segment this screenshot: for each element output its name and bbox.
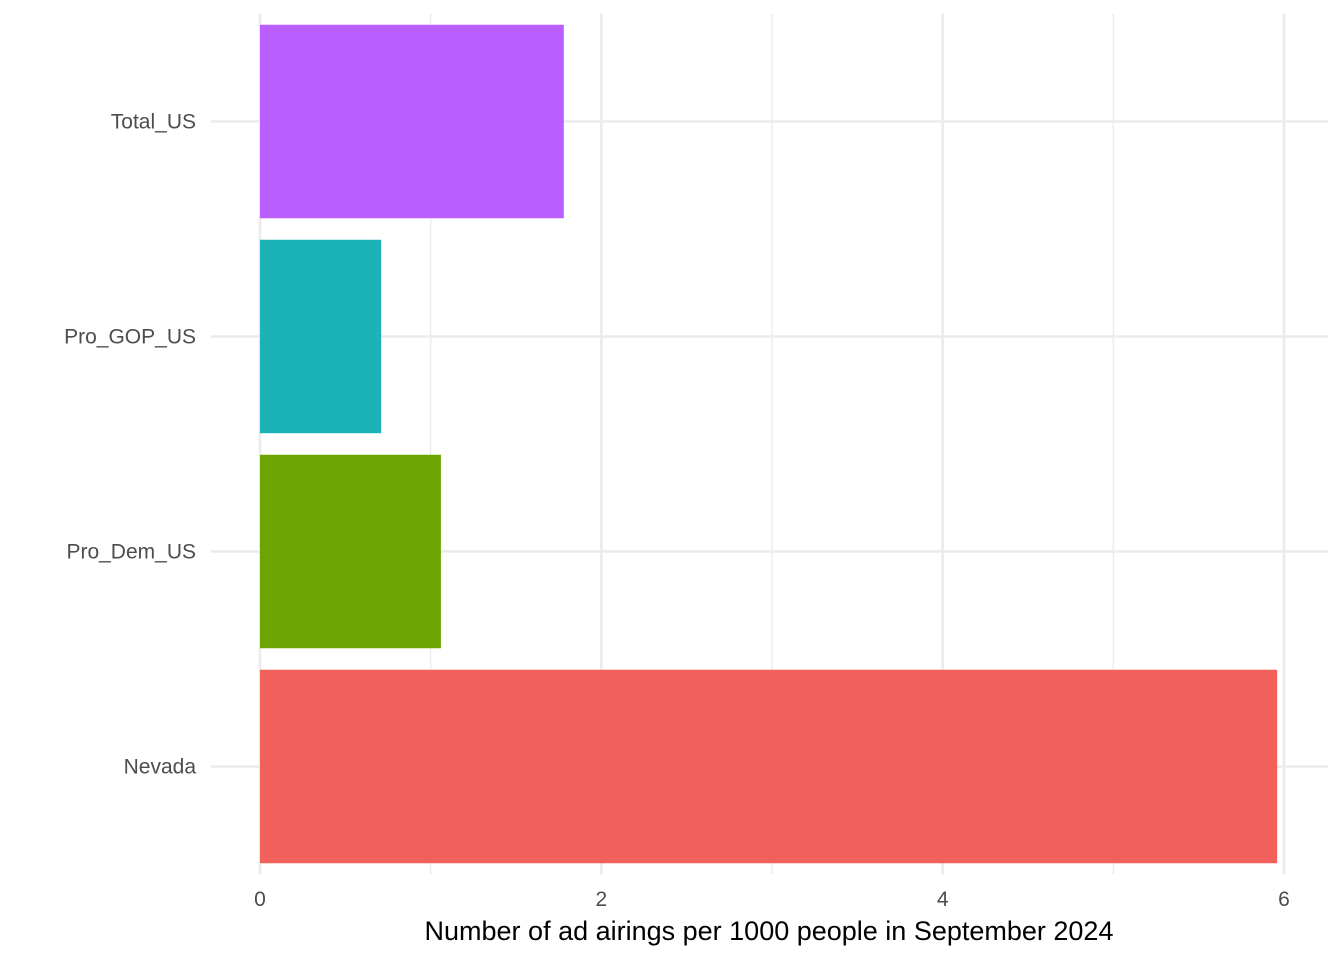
x-tick-label: 6 xyxy=(1278,888,1290,911)
bar-pro-dem-us xyxy=(260,454,441,649)
bars xyxy=(260,24,1278,864)
bar-nevada xyxy=(260,669,1278,864)
x-tick-label: 2 xyxy=(595,888,607,911)
bar-pro-gop-us xyxy=(260,239,382,434)
bar-total-us xyxy=(260,24,564,219)
y-axis-ticks: Total_US Pro_GOP_US Pro_Dem_US Nevada xyxy=(64,111,196,779)
y-tick-label: Pro_Dem_US xyxy=(66,541,196,564)
y-tick-label: Total_US xyxy=(111,111,196,134)
y-tick-label: Pro_GOP_US xyxy=(64,326,196,349)
x-axis-title: Number of ad airings per 1000 people in … xyxy=(425,916,1114,946)
x-tick-label: 4 xyxy=(937,888,949,911)
x-tick-label: 0 xyxy=(254,888,266,911)
x-axis-ticks: 0 2 4 6 xyxy=(254,888,1290,911)
y-tick-label: Nevada xyxy=(124,756,197,779)
